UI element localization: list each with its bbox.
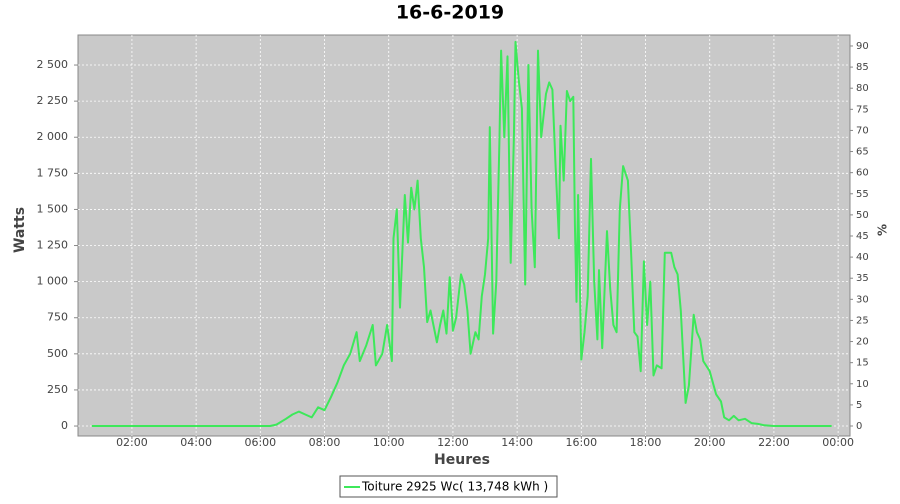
y-tick-label: 1 250	[37, 239, 69, 252]
y2-tick-label: 65	[856, 147, 869, 158]
y2-tick-label: 5	[856, 400, 862, 411]
y2-tick-label: 80	[856, 83, 869, 94]
y2-tick-label: 50	[856, 210, 869, 221]
x-tick-label: 02:00	[116, 436, 148, 449]
y-tick-label: 1 750	[37, 166, 69, 179]
y2-tick-label: 60	[856, 168, 869, 179]
x-tick-label: 22:00	[758, 436, 790, 449]
y2-tick-label: 85	[856, 62, 869, 73]
y2-tick-label: 70	[856, 125, 869, 136]
y2-tick-label: 75	[856, 104, 869, 115]
y-tick-label: 1 500	[37, 202, 69, 215]
data-line	[91, 40, 832, 427]
y-tick-label: 0	[61, 419, 68, 432]
plot-area	[77, 34, 851, 437]
x-tick-label: 04:00	[180, 436, 212, 449]
y-axis-label: Watts	[12, 207, 28, 253]
y-tick-label: 1 000	[37, 275, 69, 288]
y-tick-label: 500	[47, 347, 68, 360]
y2-tick-label: 0	[856, 421, 862, 432]
y-tick-label: 750	[47, 311, 68, 324]
x-tick-label: 10:00	[373, 436, 405, 449]
x-tick-label: 06:00	[244, 436, 276, 449]
y-tick-label: 250	[47, 383, 68, 396]
x-tick-label: 16:00	[565, 436, 597, 449]
y2-tick-label: 90	[856, 41, 869, 52]
x-tick-label: 14:00	[501, 436, 533, 449]
x-axis-label: Heures	[434, 452, 490, 468]
y2-tick-label: 45	[856, 231, 869, 242]
y2-tick-label: 25	[856, 315, 869, 326]
y2-tick-label: 40	[856, 252, 869, 263]
x-tick-label: 20:00	[694, 436, 726, 449]
y2-tick-label: 10	[856, 379, 869, 390]
y-tick-label: 2 000	[37, 130, 69, 143]
y2-axis-label: %	[876, 224, 890, 236]
chart-title: 16-6-2019	[396, 2, 504, 24]
y2-tick-label: 55	[856, 189, 869, 200]
x-tick-label: 08:00	[309, 436, 341, 449]
x-tick-label: 18:00	[630, 436, 662, 449]
y-tick-label: 2 250	[37, 94, 69, 107]
y2-tick-label: 15	[856, 358, 869, 369]
x-tick-label: 00:00	[822, 436, 854, 449]
y-tick-label: 2 500	[37, 58, 69, 71]
legend-label: Toiture 2925 Wc( 13,748 kWh )	[361, 480, 548, 494]
y2-tick-label: 30	[856, 294, 869, 305]
y2-tick-label: 20	[856, 337, 869, 348]
y2-tick-label: 35	[856, 273, 869, 284]
legend	[339, 475, 558, 498]
x-tick-label: 12:00	[437, 436, 469, 449]
